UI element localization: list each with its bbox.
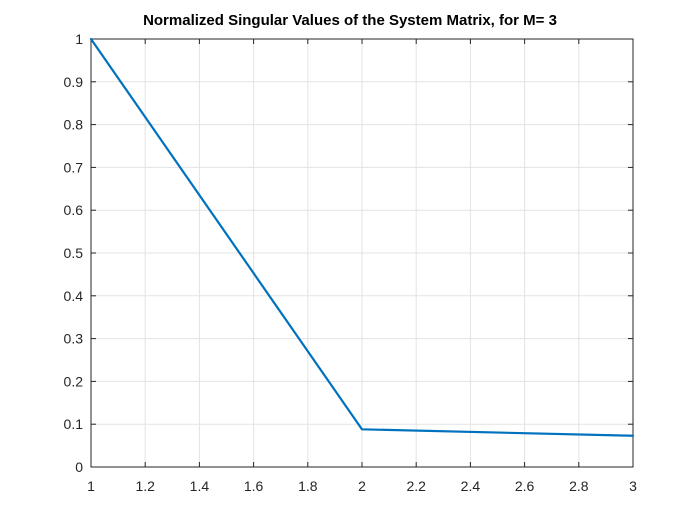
y-tick-label: 1 (75, 31, 83, 47)
x-tick-label: 2 (358, 478, 366, 494)
series-line (89, 37, 635, 437)
chart-title: Normalized Singular Values of the System… (143, 12, 557, 29)
y-tick-label: 0.3 (64, 331, 84, 347)
x-tick-label: 2.6 (515, 478, 535, 494)
grid-lines (90, 38, 634, 468)
x-tick-label: 1.4 (190, 478, 210, 494)
x-tick-label: 2.2 (406, 478, 426, 494)
x-tick-label: 2.4 (461, 478, 481, 494)
y-tick-label: 0 (75, 459, 83, 475)
y-tick-label: 0.2 (64, 373, 84, 389)
x-tick-label: 3 (629, 478, 637, 494)
y-tick-label: 0.8 (64, 117, 84, 133)
y-tick-label: 0.4 (64, 288, 84, 304)
y-tick-label: 0.1 (64, 416, 84, 432)
y-tick-label: 0.5 (64, 245, 84, 261)
x-tick-label: 1.6 (244, 478, 264, 494)
x-tick-label: 1 (87, 478, 95, 494)
series-group (89, 37, 635, 437)
y-axis-ticks: 0 0.1 0.2 0.3 0.4 0.5 0.6 0.7 0.8 0.9 1 (64, 31, 633, 475)
x-tick-label: 1.2 (135, 478, 155, 494)
y-tick-label: 0.9 (64, 74, 84, 90)
x-tick-label: 2.8 (569, 478, 589, 494)
x-axis-ticks: 1 1.2 1.4 1.6 1.8 2 2.2 2.4 2.6 2.8 3 (87, 39, 637, 494)
y-tick-label: 0.7 (64, 159, 84, 175)
y-tick-label: 0.6 (64, 202, 84, 218)
x-tick-label: 1.8 (298, 478, 318, 494)
